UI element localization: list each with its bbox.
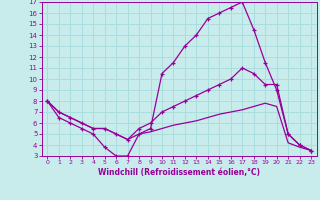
- X-axis label: Windchill (Refroidissement éolien,°C): Windchill (Refroidissement éolien,°C): [98, 168, 260, 177]
